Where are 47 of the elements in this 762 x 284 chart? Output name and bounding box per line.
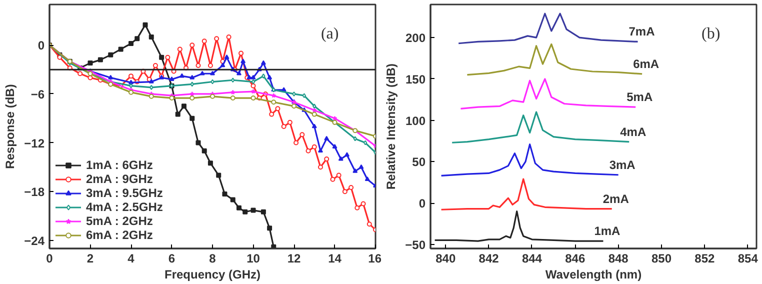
y-tick-label: 100 [405,114,426,128]
x-tick-label: 8 [209,252,216,266]
x-tick-label: 6 [168,252,176,266]
y-tick-label: 0 [418,196,426,211]
y-tick-label: 150 [405,72,426,86]
legend-label: 5mA : 2GHz [86,214,153,228]
x-tick-label: 846 [565,252,586,266]
y-tick-label: −6 [30,87,45,102]
x-tick-label: 4 [128,252,135,266]
y-tick-label: −12 [24,136,45,150]
annotation: (b) [702,25,720,42]
series-label: 5mA [626,90,653,104]
x-tick-label: 12 [287,252,301,266]
y-tick-label: −18 [24,185,45,200]
y-tick-label: 50 [412,155,426,170]
series-label: 7mA [628,24,656,39]
x-tick-label: 852 [694,252,716,266]
y-tick-label: 0 [38,38,45,53]
y-axis-title: Response (dB) [3,84,18,169]
x-tick-label: 844 [522,252,542,266]
x-axis-title: Wavelength (nm) [545,268,642,282]
x-tick-label: 848 [608,252,629,266]
y-tick-label: −24 [24,234,45,248]
x-tick-label: 2 [86,252,94,266]
x-tick-label: 14 [328,252,342,266]
legend-label: 2mA : 9GHz [86,172,153,186]
x-axis-title: Frequency (GHz) [164,268,261,282]
x-tick-label: 842 [478,252,500,266]
y-axis-title: Relative Intensity (dB) [384,63,398,190]
x-tick-label: 0 [46,252,54,266]
series-label: 2mA [602,192,630,206]
legend-label: 6mA : 2GHz [86,228,153,242]
series-label: 3mA [609,158,636,172]
x-tick-label: 854 [738,252,758,266]
y-tick-label: 200 [405,31,426,46]
annotation: (a) [320,25,339,42]
x-tick-label: 840 [436,252,456,266]
legend-label: 3mA : 9.5GHz [86,186,163,200]
x-tick-label: 16 [368,252,382,266]
x-tick-label: 10 [246,252,260,266]
x-tick-label: 850 [651,252,672,266]
legend-label: 1mA : 6GHz [86,158,153,172]
series-label: 1mA [594,224,621,238]
y-tick-label: −50 [405,238,426,252]
series-label: 4mA [620,124,646,139]
legend-label: 4mA : 2.5GHz [86,200,163,214]
series-label: 6mA [633,56,660,71]
